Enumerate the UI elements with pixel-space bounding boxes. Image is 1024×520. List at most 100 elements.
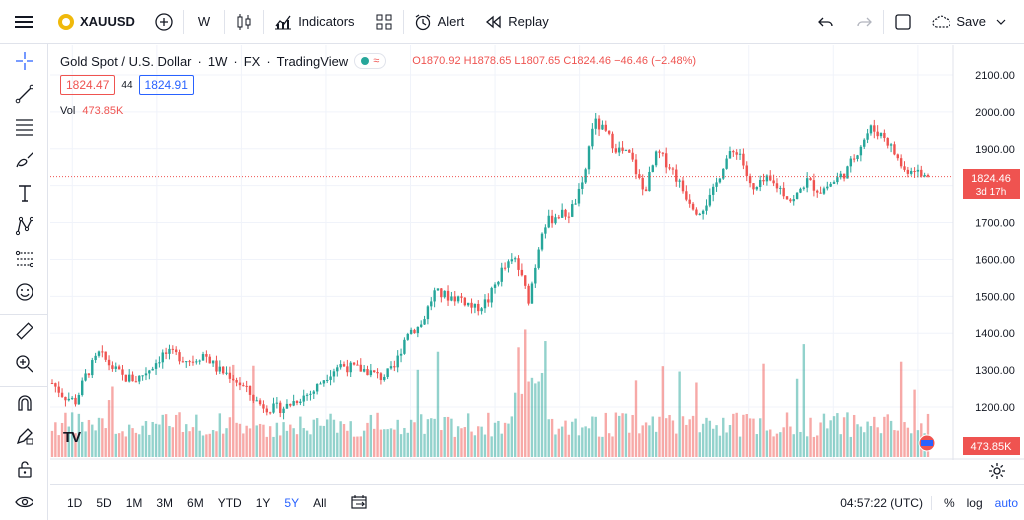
- alert-label: Alert: [437, 14, 465, 29]
- zoom-tool[interactable]: [0, 347, 48, 380]
- clock[interactable]: 04:57:22 (UTC): [840, 495, 932, 510]
- buy-button[interactable]: 1824.91: [138, 75, 194, 95]
- candle-body: [379, 373, 383, 381]
- range-button-6m[interactable]: 6M: [187, 495, 204, 510]
- candle-body: [413, 329, 416, 334]
- volume-bar: [446, 416, 450, 457]
- volume-bar: [752, 418, 755, 457]
- volume-bar: [77, 413, 81, 457]
- candle-body: [517, 258, 520, 270]
- candle-body: [436, 288, 440, 291]
- candle-body: [758, 179, 762, 188]
- candle-body: [809, 178, 812, 181]
- brush-tool[interactable]: [0, 143, 48, 176]
- volume-bar: [208, 433, 211, 457]
- volume-bar: [473, 435, 477, 457]
- range-button-5d[interactable]: 5D: [96, 495, 112, 510]
- range-button-ytd[interactable]: YTD: [217, 495, 242, 510]
- volume-bar: [601, 436, 604, 457]
- price-axis[interactable]: 2100.002000.001900.001800.001700.001600.…: [975, 70, 1015, 414]
- range-button-5y[interactable]: 5Y: [284, 495, 300, 510]
- range-button-all[interactable]: All: [313, 495, 327, 510]
- candle-body: [819, 192, 822, 194]
- measure-tool[interactable]: [0, 314, 48, 347]
- tradingview-logo-icon[interactable]: TV: [63, 429, 81, 446]
- candle-body: [805, 178, 809, 188]
- candle-body: [826, 186, 829, 189]
- market-status-pill[interactable]: ≈: [354, 53, 387, 69]
- volume-bar: [121, 431, 124, 457]
- fib-tool[interactable]: [0, 110, 48, 143]
- volume-bar: [668, 414, 671, 457]
- candle-body: [574, 203, 577, 205]
- indicators-button[interactable]: Indicators: [263, 9, 364, 34]
- candle-body: [587, 146, 591, 170]
- candle-body: [366, 369, 369, 376]
- fullscreen-button[interactable]: [883, 9, 922, 34]
- volume-bar: [460, 428, 463, 457]
- calendar-arrow-icon: [351, 493, 369, 511]
- candle-body: [597, 118, 601, 130]
- compare-button[interactable]: [145, 0, 183, 44]
- hide-tool[interactable]: [0, 485, 48, 518]
- redo-button[interactable]: [845, 0, 883, 44]
- volume-bar: [587, 428, 591, 457]
- candle-body: [64, 396, 67, 401]
- menu-button[interactable]: [0, 0, 48, 44]
- price-chart[interactable]: 2100.002000.001900.001800.001700.001600.…: [50, 45, 1024, 460]
- undo-icon: [817, 13, 835, 31]
- candle-body: [711, 186, 715, 195]
- icons-tool[interactable]: [0, 275, 48, 308]
- candle-body: [235, 380, 238, 383]
- volume-bar: [302, 428, 305, 457]
- lock-tool[interactable]: [0, 452, 48, 485]
- volume-bar: [594, 416, 597, 457]
- alert-button[interactable]: Alert: [402, 9, 475, 34]
- magnet-tool[interactable]: [0, 386, 48, 419]
- volume-bar: [141, 425, 144, 457]
- range-button-1y[interactable]: 1Y: [255, 495, 271, 510]
- crosshair-tool[interactable]: [0, 44, 48, 77]
- trend-line-tool[interactable]: [0, 77, 48, 110]
- chart-settings-button[interactable]: [986, 460, 1008, 482]
- pattern-tool[interactable]: [0, 209, 48, 242]
- volume-bar: [896, 430, 899, 457]
- volume-bar: [762, 363, 765, 457]
- save-button[interactable]: Save: [922, 0, 1024, 44]
- text-tool[interactable]: [0, 176, 48, 209]
- symbol-search[interactable]: XAUUSD: [48, 0, 145, 44]
- chart-type-button[interactable]: [224, 9, 263, 34]
- replay-button[interactable]: Replay: [474, 0, 558, 44]
- volume-bar: [520, 393, 524, 457]
- log-toggle[interactable]: log: [966, 495, 983, 510]
- candle-body: [829, 183, 832, 187]
- range-button-3m[interactable]: 3M: [156, 495, 174, 510]
- range-button-1d[interactable]: 1D: [67, 495, 83, 510]
- volume-bar: [822, 413, 826, 457]
- volume-bar: [403, 427, 406, 457]
- trend-line-icon: [15, 84, 33, 103]
- indicators-icon: [274, 13, 292, 31]
- layout-button[interactable]: [365, 0, 403, 44]
- range-button-1m[interactable]: 1M: [125, 495, 143, 510]
- percent-toggle[interactable]: %: [943, 495, 955, 510]
- replay-label: Replay: [508, 14, 549, 29]
- date-range-button[interactable]: [351, 493, 369, 513]
- legend-interval: 1W: [207, 53, 228, 69]
- auto-toggle[interactable]: auto: [994, 495, 1018, 510]
- candle-body: [443, 290, 446, 298]
- events-flag[interactable]: [918, 434, 936, 452]
- undo-button[interactable]: [807, 0, 845, 44]
- volume-bar: [409, 419, 413, 457]
- prediction-tool[interactable]: [0, 242, 48, 275]
- volume-bar: [218, 413, 222, 457]
- candle-body: [795, 192, 799, 200]
- stay-drawing-tool[interactable]: [0, 419, 48, 452]
- volume-bar: [621, 413, 624, 457]
- sell-button[interactable]: 1824.47: [60, 75, 116, 95]
- volume-bar: [748, 418, 752, 457]
- interval-button[interactable]: W: [182, 9, 224, 34]
- volume-bar: [688, 419, 691, 457]
- candle-body: [446, 290, 450, 301]
- chart-pane[interactable]: 2100.002000.001900.001800.001700.001600.…: [50, 45, 1024, 460]
